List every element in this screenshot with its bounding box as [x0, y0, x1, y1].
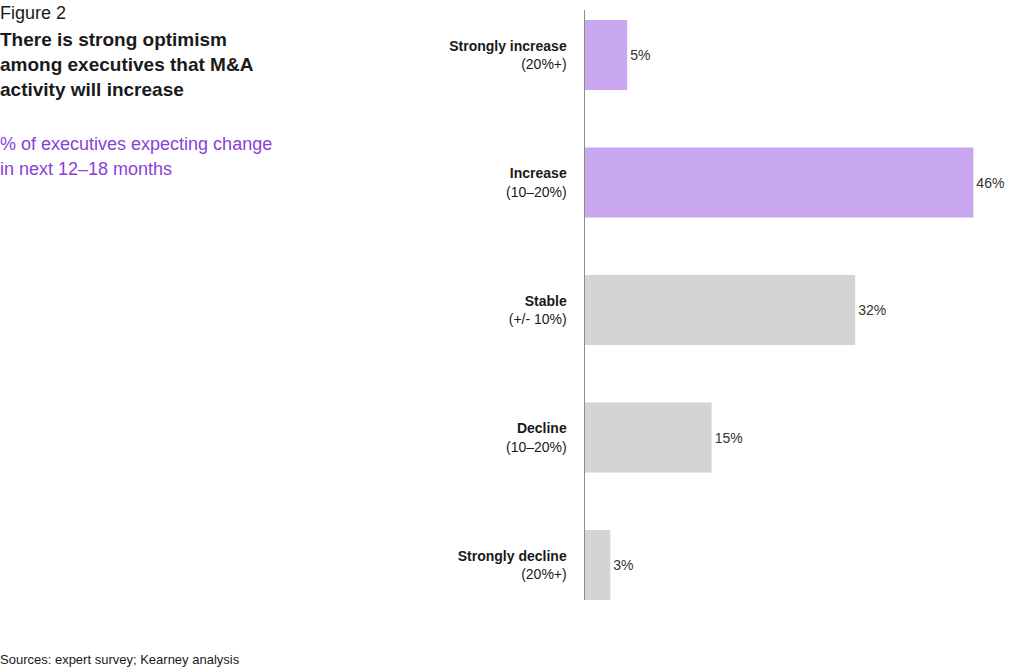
svg-text:46%: 46% — [976, 175, 1004, 191]
svg-text:32%: 32% — [858, 302, 886, 318]
svg-text:5%: 5% — [630, 47, 650, 63]
html-text:Figure 2: Figure 2 — [0, 3, 66, 23]
svg-text:Stable(+/- 10%): Stable(+/- 10%) — [509, 293, 567, 327]
svg-text:Strongly decline(20%+): Strongly decline(20%+) — [458, 548, 567, 582]
svg-text:Increase(10–20%): Increase(10–20%) — [506, 165, 567, 199]
svg-text:Decline(10–20%): Decline(10–20%) — [506, 420, 567, 454]
html-text:% of executives expecting chan: % of executives expecting change in next… — [0, 134, 273, 179]
svg-text:Strongly increase(20%+): Strongly increase(20%+) — [449, 38, 567, 72]
svg-text:15%: 15% — [715, 430, 743, 446]
svg-text:3%: 3% — [613, 557, 633, 573]
html-text:Sources: expert survey; Kearne: Sources: expert survey; Kearney analysis — [0, 652, 240, 667]
html-text:There is strong optimism among: There is strong optimism among executive… — [0, 29, 253, 100]
